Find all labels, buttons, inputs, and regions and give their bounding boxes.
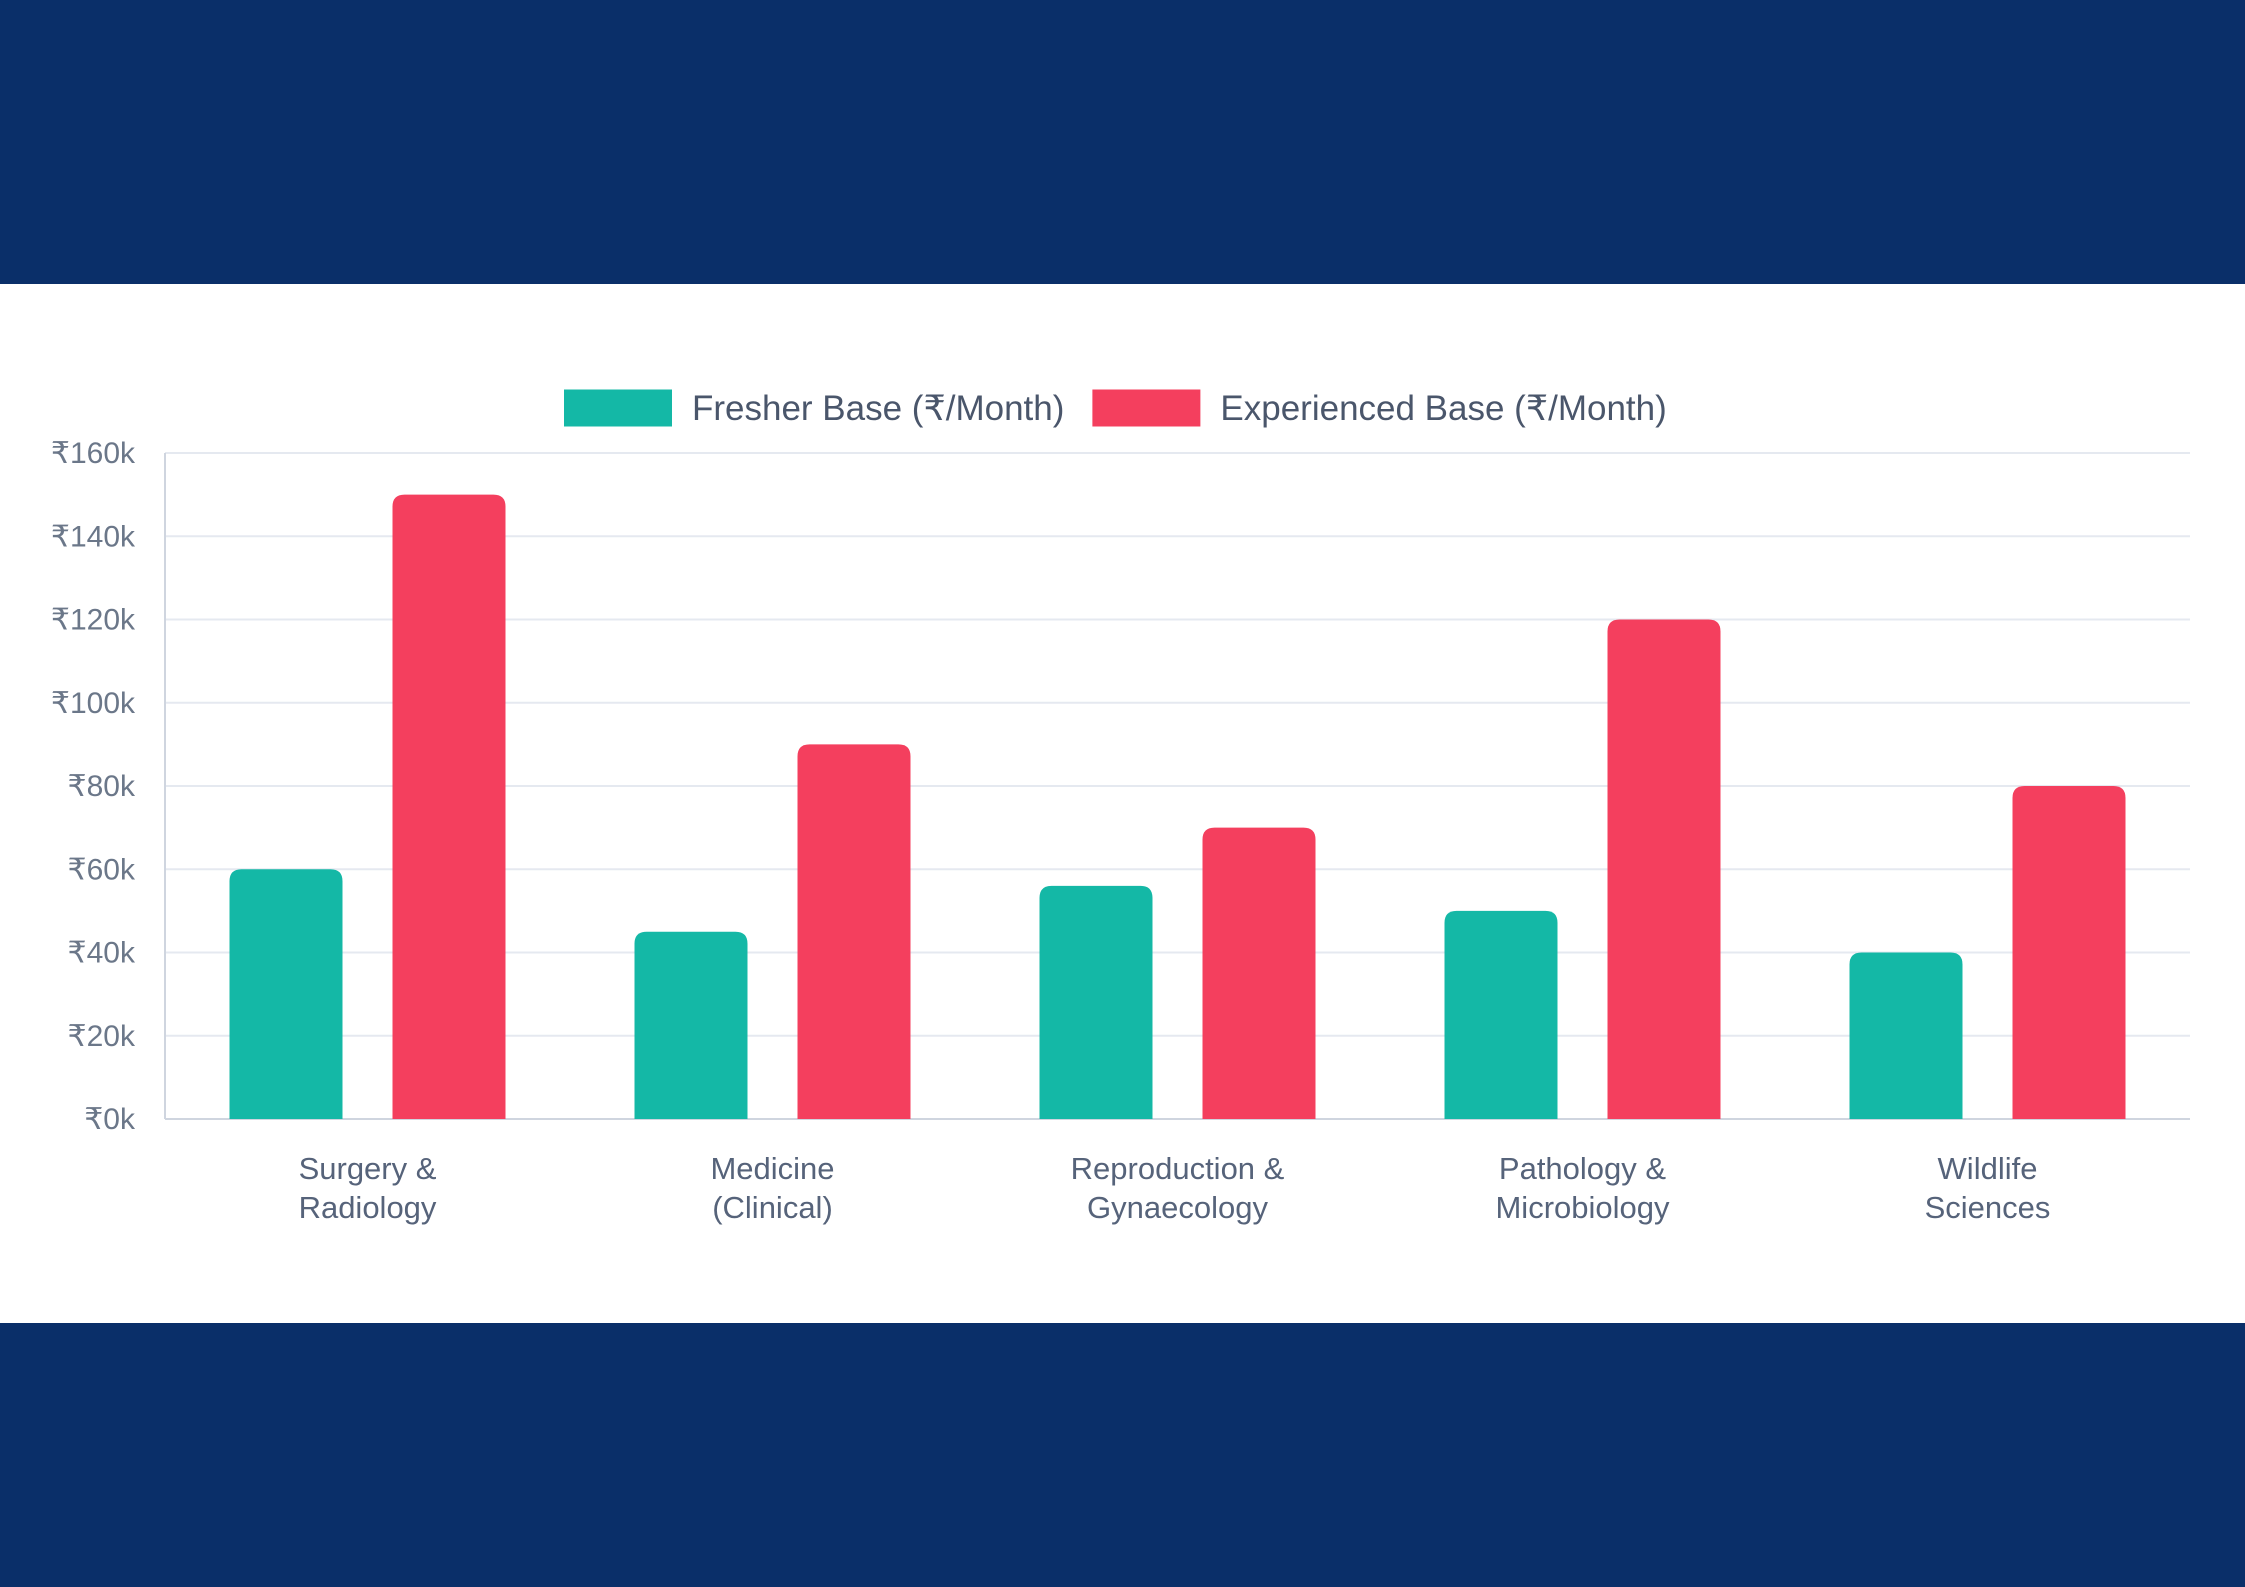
x-tick-label-line: Pathology & (1499, 1151, 1666, 1186)
legend-swatch-experienced (1092, 389, 1201, 427)
bar-fresher (1849, 952, 1963, 1119)
x-tick-label-line: Surgery & (299, 1151, 437, 1186)
bar-fresher (634, 931, 748, 1119)
x-tick-label-line: Wildlife (1938, 1151, 2038, 1186)
bar-experienced (392, 494, 506, 1119)
bar-fresher (229, 869, 343, 1119)
legend: Fresher Base (₹/Month) Experienced Base (… (564, 389, 1667, 428)
bar-experienced (797, 744, 911, 1119)
x-tick-label: Medicine (Clinical) (710, 1151, 834, 1225)
x-tick-label: Pathology & Microbiology (1495, 1151, 1670, 1225)
y-tick-label: ₹40k (68, 937, 136, 970)
x-tick-label-line: Sciences (1925, 1190, 2051, 1225)
x-tick-label-line: Medicine (710, 1151, 834, 1186)
y-tick-label: ₹120k (51, 604, 136, 637)
legend-swatch-fresher (564, 389, 672, 427)
chart-panel: ₹0k ₹20k ₹40k ₹60k ₹80k ₹100k ₹120k ₹140k ₹160k S… (0, 284, 2245, 1323)
bottom-band (0, 1323, 2245, 1587)
x-tick-label-line: Radiology (299, 1190, 437, 1225)
x-tick-label-line: (Clinical) (712, 1190, 833, 1225)
top-band (0, 0, 2245, 284)
bar-experienced (1607, 619, 1721, 1119)
legend-label-experienced: Experienced Base (₹/Month) (1220, 389, 1666, 428)
y-tick-label: ₹140k (51, 520, 136, 553)
legend-label-fresher: Fresher Base (₹/Month) (692, 389, 1064, 428)
y-tick-label: ₹0k (84, 1103, 136, 1136)
bar-fresher (1039, 885, 1153, 1119)
x-tick-label-line: Reproduction & (1071, 1151, 1285, 1186)
x-tick-label: Surgery & Radiology (299, 1151, 437, 1225)
y-tick-label: ₹20k (68, 1020, 136, 1053)
x-tick-label: Reproduction & Gynaecology (1071, 1151, 1285, 1225)
bar-chart: ₹0k ₹20k ₹40k ₹60k ₹80k ₹100k ₹120k ₹140k ₹160k S… (51, 389, 2190, 1225)
y-tick-label: ₹80k (68, 770, 136, 803)
x-tick-label-line: Gynaecology (1087, 1190, 1268, 1225)
bar-fresher (1444, 910, 1558, 1119)
y-tick-label: ₹60k (68, 853, 136, 886)
y-tick-label: ₹100k (51, 687, 136, 720)
y-tick-label: ₹160k (51, 437, 136, 470)
x-tick-label-line: Microbiology (1495, 1190, 1670, 1225)
bar-experienced (2012, 786, 2126, 1119)
bar-experienced (1202, 827, 1316, 1119)
x-tick-label: Wildlife Sciences (1925, 1151, 2051, 1225)
